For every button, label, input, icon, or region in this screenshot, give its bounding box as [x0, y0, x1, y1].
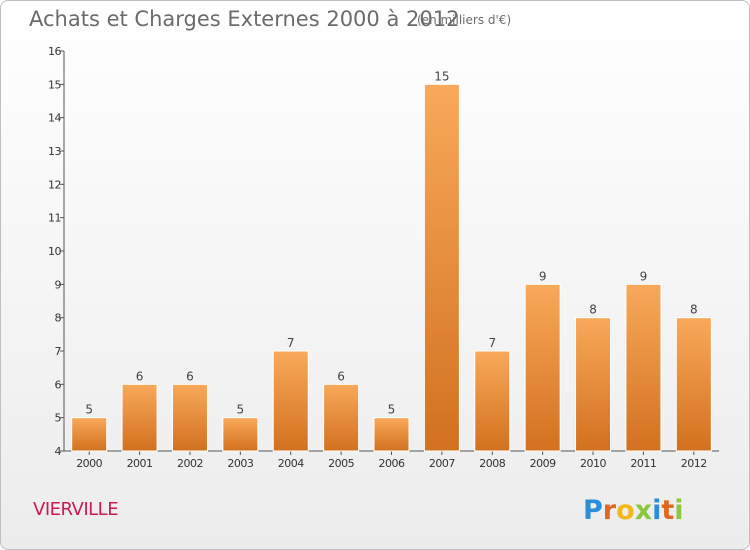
y-tick-label: 11	[48, 212, 61, 225]
bar-2003	[222, 417, 259, 452]
value-label-2000: 5	[85, 403, 93, 417]
bar-2010	[575, 317, 612, 452]
x-tick-label: 2004	[278, 457, 304, 470]
logo-text: Proxiti	[583, 495, 684, 526]
value-label-2010: 8	[589, 303, 597, 317]
y-tick-label: 8	[55, 312, 62, 325]
value-labels: 5 6 6 5 7 6 5 15 7 9 8 9 8	[85, 69, 697, 416]
commune-name: VIERVILLE	[33, 499, 118, 520]
bar-2009	[524, 283, 561, 452]
logo-letter: x	[635, 495, 652, 526]
logo-letter: i	[674, 495, 683, 526]
bar-2000	[71, 417, 108, 452]
x-tick-label: 2002	[177, 457, 203, 470]
bar-2001	[121, 383, 158, 452]
chart-title: Achats et Charges Externes 2000 à 2012	[29, 7, 459, 31]
value-label-2007: 15	[434, 69, 449, 83]
value-label-2003: 5	[237, 403, 245, 417]
y-tick-label: 16	[48, 45, 61, 58]
y-tick-label: 4	[55, 445, 62, 458]
y-tick-label: 5	[55, 412, 62, 425]
value-label-2004: 7	[287, 336, 295, 350]
y-tick-label: 14	[48, 112, 61, 125]
bar-2011	[625, 283, 662, 452]
y-tick-label: 9	[55, 278, 62, 291]
logo-letter: i	[652, 495, 661, 526]
logo-letter: t	[661, 495, 674, 526]
y-tick-label: 12	[48, 178, 61, 191]
value-label-2008: 7	[488, 336, 496, 350]
x-tick-label: 2008	[479, 457, 505, 470]
logo-letter: P	[583, 495, 603, 526]
x-tick-label: 2010	[580, 457, 606, 470]
x-tick-label: 2007	[429, 457, 455, 470]
value-label-2009: 9	[539, 269, 547, 283]
bar-2008	[474, 350, 511, 452]
value-label-2006: 5	[388, 403, 396, 417]
bar-2006	[373, 417, 410, 452]
x-tick-label: 2000	[76, 457, 102, 470]
value-label-2011: 9	[640, 269, 648, 283]
x-tick-label: 2006	[379, 457, 405, 470]
x-tick-label: 2012	[681, 457, 707, 470]
y-tick-label: 15	[48, 78, 61, 91]
x-tick-label: 2009	[530, 457, 556, 470]
y-tick-label: 13	[48, 145, 61, 158]
value-label-2002: 6	[186, 369, 194, 383]
proxiti-logo: Proxiti	[583, 495, 684, 526]
logo-letter: r	[603, 495, 617, 526]
x-tick-label: 2001	[127, 457, 153, 470]
bar-2004	[272, 350, 309, 452]
chart-unit: (en milliers d'€)	[417, 13, 511, 27]
y-tick-label: 6	[55, 378, 62, 391]
x-tick-label: 2005	[328, 457, 354, 470]
y-tick-label: 10	[48, 245, 61, 258]
x-tick-label: 2011	[630, 457, 656, 470]
x-tick-label: 2003	[227, 457, 253, 470]
value-label-2001: 6	[136, 369, 144, 383]
y-tick-label: 7	[55, 345, 62, 358]
bars	[71, 83, 712, 452]
bar-2005	[323, 383, 360, 452]
bar-2012	[675, 317, 712, 452]
logo-letter: o	[616, 495, 635, 526]
y-axis: 4 5 6 7 8 9 10 11 12 13 14 15 16	[48, 45, 65, 458]
value-label-2012: 8	[690, 303, 698, 317]
bar-2007	[423, 83, 460, 452]
bar-2002	[171, 383, 208, 452]
value-label-2005: 6	[337, 369, 345, 383]
x-axis: 2000 2001 2002 2003 2004 2005 2006 2007 2008 2009…	[64, 450, 719, 470]
